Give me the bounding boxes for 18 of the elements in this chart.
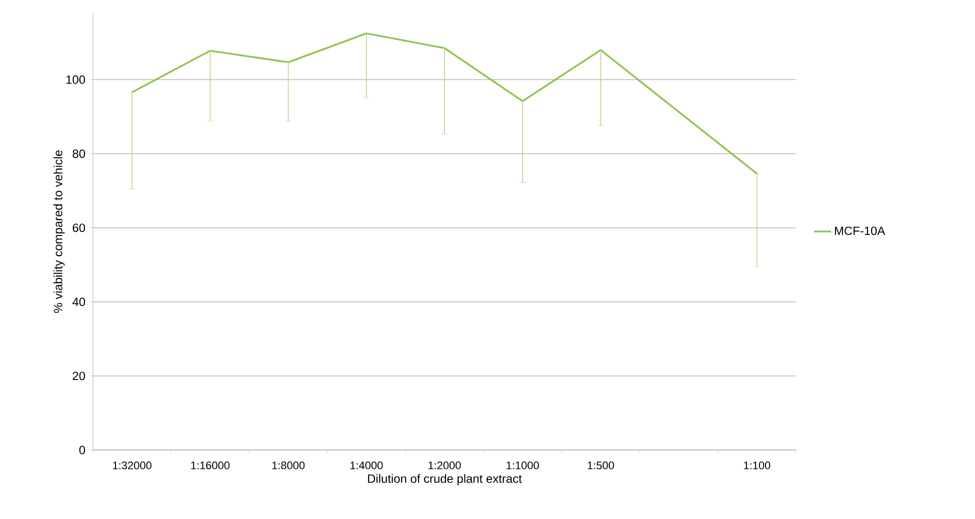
y-tick-label: 20 xyxy=(72,372,86,380)
line-series xyxy=(131,32,758,175)
x-axis-title: Dilution of crude plant extract xyxy=(368,474,522,486)
x-tick-label: 1:32000 xyxy=(113,462,152,470)
y-tick-label: 80 xyxy=(72,149,86,158)
x-tick-label: 1:2000 xyxy=(428,462,461,470)
x-tick-label: 1:4000 xyxy=(350,462,383,470)
legend-label: MCF-10A xyxy=(835,226,886,236)
y-tick-label: 100 xyxy=(66,75,86,84)
y-tick-label: 60 xyxy=(72,224,86,232)
y-tick-label: 0 xyxy=(79,446,86,454)
y-axis-title: % viability compared to vehicle xyxy=(54,150,65,313)
x-tick-label: 1:1000 xyxy=(506,462,539,470)
x-tick-label: 1:100 xyxy=(744,462,770,470)
x-tick-label: 1:8000 xyxy=(272,462,305,470)
x-tick-label: 1:16000 xyxy=(191,462,230,470)
y-tick-label: 40 xyxy=(72,298,86,306)
x-tick-label: 1:500 xyxy=(588,462,614,470)
